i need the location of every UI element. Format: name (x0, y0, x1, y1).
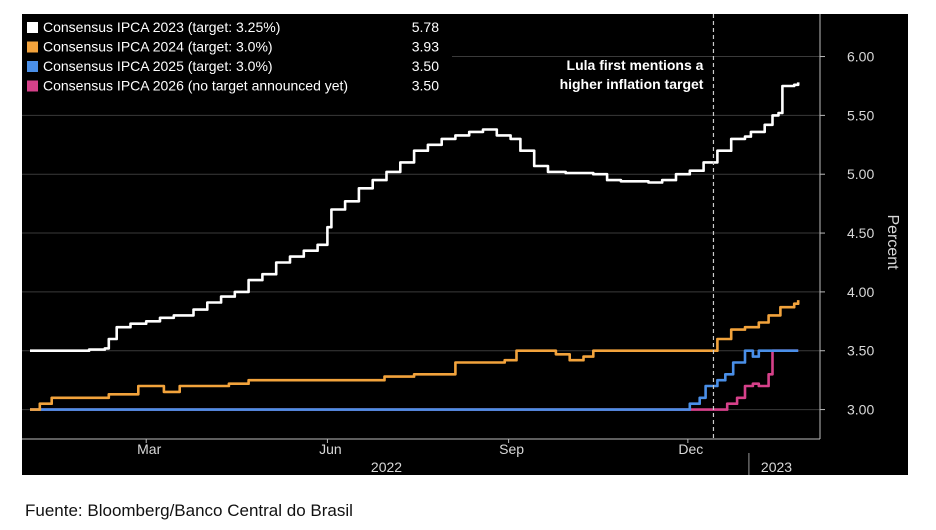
line-chart: 3.00 3.50 4.00 4.50 5.00 5.50 6.00 Percent Mar Ju… (22, 14, 901, 475)
legend-value: 3.50 (412, 78, 439, 94)
axis-layer: 3.00 3.50 4.00 4.50 5.00 5.50 6.00 Percent Mar Ju… (22, 14, 901, 475)
y-tick-label: 4.50 (847, 225, 874, 241)
legend-label: Consensus IPCA 2023 (target: 3.25%) (43, 19, 280, 35)
series-line-4 (30, 349, 799, 411)
legend-value: 5.78 (412, 19, 439, 35)
y-tick-label: 5.50 (847, 107, 874, 123)
legend: Consensus IPCA 2023 (target: 3.25%) 5.78 C… (22, 14, 452, 96)
x-tick-label: Dec (678, 441, 703, 457)
y-tick-label: 4.00 (847, 284, 874, 300)
x-tick-label: Mar (137, 441, 161, 457)
event-annotation-text: Lula first mentions a (567, 57, 704, 73)
series-line-2 (30, 300, 800, 411)
y-tick-label: 5.00 (847, 166, 874, 182)
series-line-3 (30, 349, 799, 411)
event-annotation-text: higher inflation target (560, 76, 704, 92)
legend-label: Consensus IPCA 2026 (no target announced… (43, 78, 348, 94)
grid-layer (22, 56, 820, 411)
source-note: Fuente: Bloomberg/Banco Central do Brasi… (25, 501, 353, 520)
legend-swatch (27, 61, 38, 72)
y-tick-label: 3.50 (847, 343, 874, 359)
x-tick-label: Sep (499, 441, 524, 457)
legend-swatch (27, 41, 38, 53)
series-line-1 (30, 82, 800, 352)
x-year-label: 2023 (761, 459, 792, 475)
legend-value: 3.50 (412, 58, 439, 74)
y-tick-label: 3.00 (847, 402, 874, 418)
x-year-label: 2022 (371, 459, 402, 475)
legend-label: Consensus IPCA 2024 (target: 3.0%) (43, 39, 273, 55)
chart-panel: 3.00 3.50 4.00 4.50 5.00 5.50 6.00 Percent Mar Ju… (22, 14, 908, 475)
x-tick-label: Jun (319, 441, 342, 457)
legend-swatch (27, 80, 38, 92)
legend-value: 3.93 (412, 39, 439, 55)
y-axis-label: Percent (884, 214, 901, 270)
legend-label: Consensus IPCA 2025 (target: 3.0%) (43, 58, 273, 74)
legend-swatch (27, 22, 38, 33)
series-layer (30, 82, 800, 411)
annotation-layer: Lula first mentions a higher inflation ta… (560, 14, 715, 439)
legend-background (22, 14, 452, 96)
y-tick-label: 6.00 (847, 49, 874, 65)
